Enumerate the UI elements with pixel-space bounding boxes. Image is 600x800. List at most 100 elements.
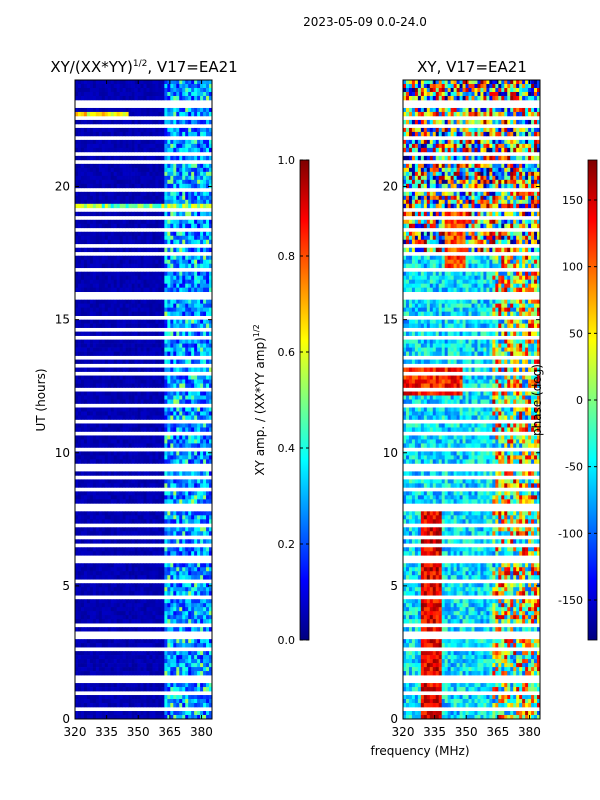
heatmap-cell [119,263,123,269]
heatmap-cell [149,95,153,101]
heatmap-cell [119,91,123,97]
heatmap-cell [194,439,198,444]
heatmap-cell [188,383,192,388]
heatmap-cell [125,167,129,173]
heatmap-cell [119,619,123,624]
heatmap-cell [185,515,189,520]
heatmap-cell [170,255,174,261]
heatmap-cell [170,651,174,656]
heatmap-cell [122,583,126,588]
heatmap-cell [113,223,118,229]
heatmap-cell [98,643,103,648]
heatmap-cell [137,423,141,428]
heatmap-cell [197,111,201,117]
heatmap-cell [146,259,150,265]
heatmap-cell [188,567,192,572]
heatmap-cell [110,247,115,253]
heatmap-cell [125,347,129,352]
heatmap-cell [161,91,165,97]
heatmap-cell [173,575,177,580]
heatmap-cell [134,219,138,225]
heatmap-cell [77,699,82,704]
heatmap-cell [113,307,118,312]
heatmap-cell [134,239,138,245]
heatmap-cell [191,175,195,181]
heatmap-cell [164,563,168,568]
heatmap-cell [119,539,123,544]
heatmap-cell [203,343,207,348]
heatmap-cell [77,451,82,456]
heatmap-cell [194,603,198,608]
heatmap-cell [203,619,207,624]
heatmap-cell [131,307,135,312]
heatmap-cell [155,287,159,293]
heatmap-cell [104,147,109,153]
heatmap-cell [98,283,103,289]
heatmap-cell [140,111,144,117]
heatmap-cell [134,435,138,440]
heatmap-cell [194,199,198,205]
heatmap-cell [143,255,147,261]
heatmap-cell [116,643,121,648]
heatmap-cell [164,163,168,169]
heatmap-cell [191,255,195,261]
heatmap-cell [110,271,115,277]
heatmap-cell [188,279,192,285]
heatmap-cell [167,191,171,197]
heatmap-cell [158,391,162,396]
heatmap-cell [182,311,186,316]
heatmap-cell [131,619,135,624]
heatmap-cell [188,155,192,161]
heatmap-cell [197,131,201,137]
heatmap-cell [173,423,177,428]
heatmap-cell [128,287,132,293]
heatmap-cell [134,423,138,428]
heatmap-cell [80,443,85,448]
heatmap-cell [170,683,174,688]
heatmap-cell [170,323,174,328]
heatmap-cell [203,527,207,532]
heatmap-cell [92,235,97,241]
heatmap-cell [134,671,138,676]
heatmap-cell [95,199,100,205]
heatmap-cell [152,127,156,133]
heatmap-cell [137,479,141,484]
heatmap-cell [200,671,204,676]
heatmap-cell [158,299,162,304]
heatmap-cell [200,483,204,488]
heatmap-cell [185,323,189,328]
heatmap-cell [95,331,100,336]
heatmap-cell [83,347,88,352]
heatmap-cell [200,567,204,572]
heatmap-cell [77,287,82,293]
heatmap-cell [140,539,144,544]
heatmap-cell [98,427,103,432]
heatmap-cell [92,439,97,444]
heatmap-cell [140,143,144,149]
heatmap-cell [131,87,135,93]
heatmap-cell [80,687,85,692]
heatmap-cell [155,411,159,416]
heatmap-cell [143,167,147,173]
heatmap-cell [80,351,85,356]
heatmap-cell [128,375,132,380]
heatmap-cell [176,451,180,456]
heatmap-cell [89,671,94,676]
heatmap-cell [143,587,147,592]
heatmap-cell [92,511,97,516]
heatmap-cell [86,163,91,169]
heatmap-cell [179,527,183,532]
heatmap-cell [197,91,201,97]
heatmap-cell [194,563,198,568]
heatmap-cell [95,155,100,161]
heatmap-cell [158,379,162,384]
heatmap-cell [149,547,153,552]
heatmap-cell [101,551,106,556]
heatmap-cell [194,539,198,544]
heatmap-cell [122,519,126,524]
amp-heatmap [75,80,213,720]
heatmap-cell [191,491,195,496]
heatmap-cell [206,479,210,484]
heatmap-cell [140,259,144,265]
heatmap-cell [131,607,135,612]
